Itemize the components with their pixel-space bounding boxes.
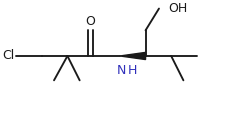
Text: O: O <box>86 15 96 28</box>
Polygon shape <box>120 52 146 60</box>
Text: H: H <box>128 64 137 77</box>
Text: N: N <box>116 64 126 77</box>
Text: OH: OH <box>169 2 188 15</box>
Text: Cl: Cl <box>3 50 15 62</box>
